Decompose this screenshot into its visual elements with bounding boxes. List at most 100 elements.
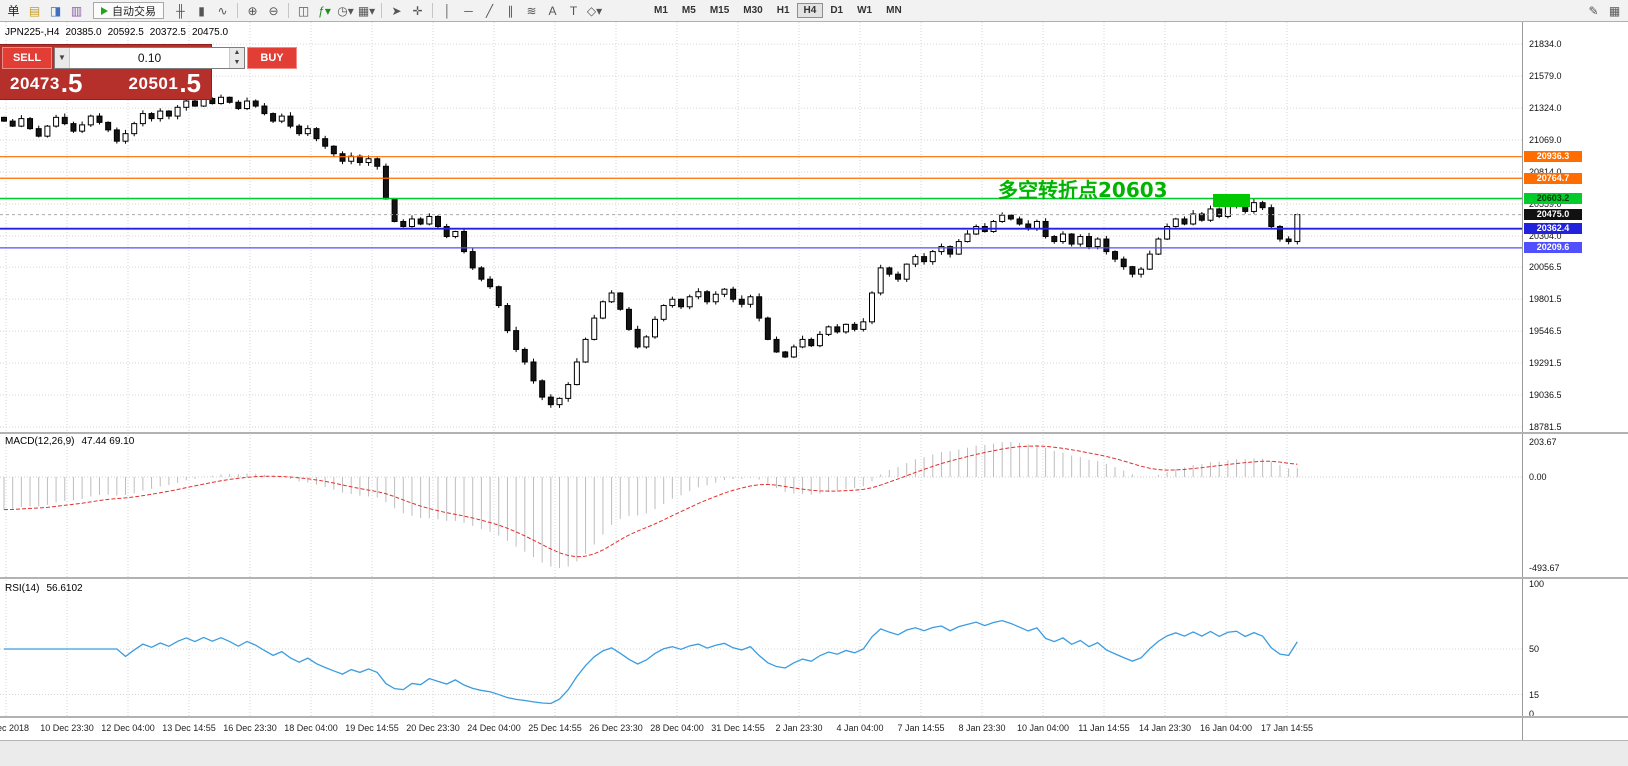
market-watch-icon[interactable]: ◨ (49, 3, 62, 18)
line-chart-icon[interactable]: ∿ (217, 3, 228, 18)
symbol-name: JPN225-,H4 (5, 27, 60, 38)
macd-header: MACD(12,26,9) 47.44 69.10 (5, 436, 135, 447)
time-axis-label: 24 Dec 04:00 (467, 723, 521, 733)
time-axis-label: 17 Jan 14:55 (1260, 723, 1314, 733)
price-scale: 21834.0 21579.0 21324.0 21069.0 20814.0 20559… (1522, 22, 1628, 766)
pivot-annotation-text: 多空转折点20603 (998, 178, 1168, 202)
volume-spinner: ▲ ▼ (229, 48, 244, 68)
price-tag: 20475.0 (1524, 209, 1582, 221)
autotrade-label: 自动交易 (112, 5, 156, 18)
main-toolbar: 单 ▤ ◨ ▥ 自动交易 ╫ ▮ ∿ ⊕ ⊖ ◫ ƒ▾ ◷▾ ▦▾ ➤ ✛ │ ─ ╱ ∥ ≋ A T ◇▾ M1 M5 M1… (0, 0, 1628, 22)
timeframe-m5[interactable]: M5 (681, 5, 696, 16)
volume-decrease-icon[interactable]: ▼ (230, 58, 244, 68)
time-axis-label: 26 Dec 23:30 (589, 723, 643, 733)
rsi-axis-label: 0 (1529, 709, 1535, 719)
timeframe-h4[interactable]: H4 (796, 3, 824, 18)
rsi-axis-label: 15 (1529, 689, 1540, 700)
open-value: 20385.0 (65, 27, 102, 38)
zoom-in-icon[interactable]: ⊕ (247, 3, 258, 18)
toolbar-right-group: ✎ ▦ (1583, 2, 1625, 20)
time-axis-label: 8 Jan 23:30 (958, 723, 1006, 733)
bar-chart-icon[interactable]: ╫ (176, 3, 185, 18)
time-axis-label: 16 Jan 04:00 (1199, 723, 1253, 733)
indicators-icon[interactable]: ƒ▾ (318, 3, 331, 18)
autotrade-button[interactable]: 自动交易 (93, 2, 164, 19)
new-order-icon[interactable]: 单 (7, 4, 20, 18)
chart-window: JPN225-,H4 20385.0 20592.5 20372.5 20475.0 S… (0, 22, 1628, 766)
price-axis-label: 20056.5 (1529, 262, 1562, 273)
toolbar-separator (381, 3, 382, 18)
price-tag: 20362.4 (1524, 223, 1582, 235)
timeframe-toolbar: M1 M5 M15 M30 H1 H4 D1 W1 MN (647, 3, 909, 18)
macd-axis-label: 203.67 (1529, 437, 1557, 447)
buy-button[interactable]: BUY (247, 47, 297, 69)
data-window-icon[interactable]: ▥ (70, 3, 83, 18)
sell-button[interactable]: SELL (2, 47, 52, 69)
chart-edit-icon[interactable]: ✎ (1588, 3, 1599, 18)
channel-icon[interactable]: ∥ (507, 3, 514, 18)
time-axis-label: 31 Dec 14:55 (711, 723, 765, 733)
horizontal-line-icon[interactable]: ─ (464, 3, 473, 18)
time-axis-label: 18 Dec 04:00 (284, 723, 338, 733)
time-axis-label: 10 Dec 23:30 (40, 723, 94, 733)
timeframe-h1[interactable]: H1 (776, 5, 790, 16)
fibonacci-icon[interactable]: ≋ (526, 3, 537, 18)
timeframe-m1[interactable]: M1 (654, 5, 668, 16)
chart-ohlc-info: JPN225-,H4 20385.0 20592.5 20372.5 20475.0 (5, 27, 234, 38)
price-axis-label: 21069.0 (1529, 135, 1562, 146)
shapes-icon[interactable]: ◇▾ (586, 3, 603, 18)
price-axis-label: 19291.5 (1529, 358, 1562, 369)
time-axis-label: 11 Jan 14:55 (1078, 723, 1130, 733)
price-axis-label: 20814.0 (1529, 167, 1562, 177)
volume-input[interactable] (70, 48, 229, 68)
panel-separator (0, 577, 1628, 579)
buy-price: 20501.5 (128, 68, 201, 98)
trendline-icon[interactable]: ╱ (485, 3, 494, 18)
time-axis-label: 20 Dec 23:30 (406, 723, 460, 733)
label-icon[interactable]: T (569, 3, 578, 18)
chart-window-icon[interactable]: ▤ (28, 3, 41, 18)
volume-increase-icon[interactable]: ▲ (230, 48, 244, 58)
toolbar-separator (432, 3, 433, 18)
time-axis-label: 13 Dec 14:55 (162, 723, 216, 733)
highlight-zone (1213, 194, 1250, 207)
rsi-axis-label: 50 (1529, 644, 1540, 654)
price-axis-label: 21324.0 (1529, 103, 1562, 114)
candlestick-chart-icon[interactable]: ▮ (198, 3, 205, 18)
timeframe-w1[interactable]: W1 (857, 5, 873, 16)
toolbar-separator (288, 3, 289, 18)
macd-axis-label: 0.00 (1529, 472, 1547, 482)
volume-dropdown-icon[interactable]: ▼ (55, 48, 70, 68)
time-axis-label: 25 Dec 14:55 (528, 723, 582, 733)
zoom-out-icon[interactable]: ⊖ (268, 3, 279, 18)
price-axis-label: 20304.0 (1529, 231, 1562, 242)
timeframe-m30[interactable]: M30 (743, 5, 763, 16)
time-axis-label: 14 Jan 23:30 (1138, 723, 1192, 733)
price-axis-label: 18781.5 (1529, 422, 1562, 433)
text-icon[interactable]: A (548, 3, 557, 18)
macd-axis-label: -493.67 (1529, 563, 1560, 573)
time-axis-label: 19 Dec 14:55 (345, 723, 399, 733)
price-axis-label: 19036.5 (1529, 390, 1562, 401)
play-icon (101, 6, 108, 15)
price-axis-label: 21834.0 (1529, 39, 1562, 50)
crosshair-icon[interactable]: ✛ (412, 3, 423, 18)
templates-icon[interactable]: ▦▾ (357, 3, 376, 18)
time-axis-label: 10 Jan 04:00 (1016, 723, 1070, 733)
chart-canvas[interactable] (0, 22, 1522, 720)
tile-windows-icon[interactable]: ◫ (297, 3, 310, 18)
time-axis-label: 12 Dec 04:00 (101, 723, 155, 733)
window-bottom-strip (0, 740, 1628, 766)
vertical-line-icon[interactable]: │ (443, 3, 452, 18)
time-axis-label: 7 Dec 2018 (0, 723, 30, 733)
timeframe-mn[interactable]: MN (886, 5, 902, 16)
time-axis-label: 16 Dec 23:30 (223, 723, 277, 733)
periods-icon[interactable]: ◷▾ (337, 3, 354, 18)
file-toolbar-group: 单 ▤ ◨ ▥ (3, 2, 87, 20)
high-value: 20592.5 (107, 27, 144, 38)
price-axis-label: 19801.5 (1529, 294, 1562, 305)
timeframe-m15[interactable]: M15 (709, 5, 730, 16)
cursor-icon[interactable]: ➤ (391, 3, 402, 18)
timeframe-d1[interactable]: D1 (830, 5, 844, 16)
docking-icon[interactable]: ▦ (1608, 3, 1621, 18)
